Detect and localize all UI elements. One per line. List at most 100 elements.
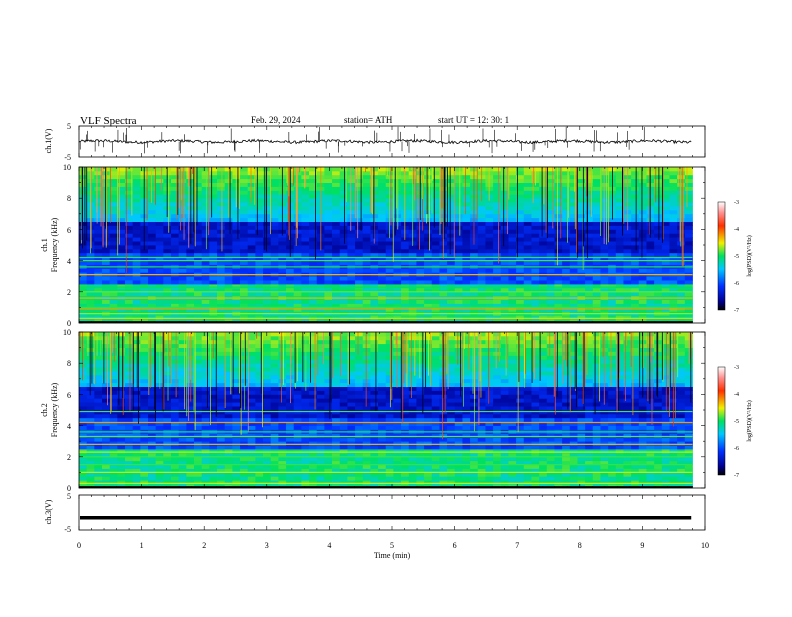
spectrogram-cell xyxy=(286,414,294,418)
spectrogram-cell xyxy=(370,268,378,272)
spectrogram-cell xyxy=(209,206,217,210)
spectrogram-cell xyxy=(340,214,348,218)
spectrogram-cell xyxy=(570,253,578,257)
spectrogram-cell xyxy=(248,292,256,296)
spectrogram-cell xyxy=(462,226,470,230)
spectrogram-cell xyxy=(347,418,355,422)
spectrogram-cell xyxy=(347,336,355,340)
spectrogram-cell xyxy=(87,414,95,418)
spectrogram-cell xyxy=(455,218,463,222)
spectrogram-cell xyxy=(110,187,118,191)
spectrogram-cell xyxy=(324,187,332,191)
spectrogram-cell xyxy=(685,206,693,210)
spectrogram-cell xyxy=(163,414,171,418)
spectrogram-cell xyxy=(217,465,225,469)
spectrogram-cell xyxy=(248,426,256,430)
spectrogram-cell xyxy=(455,210,463,214)
spectrogram-cell xyxy=(478,241,486,245)
spectrogram-cell xyxy=(225,332,233,336)
spectrogram-cell xyxy=(378,253,386,257)
spectrogram-cell xyxy=(554,276,562,280)
ch1-ytick-top: 5 xyxy=(67,122,71,131)
spectrogram-cell xyxy=(117,171,125,175)
spectrogram-cell xyxy=(309,402,317,406)
spectrogram-cell xyxy=(462,253,470,257)
spectrogram-cell xyxy=(110,179,118,183)
spectrogram-cell xyxy=(232,249,240,253)
spectrogram-cell xyxy=(286,261,294,265)
spectrogram-cell xyxy=(148,292,156,296)
spectrogram-cell xyxy=(140,355,148,359)
spectrogram-cell xyxy=(278,465,286,469)
spectrogram-cell xyxy=(363,198,371,202)
spectrogram-cell xyxy=(600,292,608,296)
spectrogram-cell xyxy=(186,280,194,284)
spectrogram-cell xyxy=(133,280,141,284)
spectrogram-cell xyxy=(171,371,179,375)
spectrogram-cell xyxy=(547,229,555,233)
spectrogram-cell xyxy=(140,292,148,296)
spectrogram-cell xyxy=(347,359,355,363)
spectrogram-cell xyxy=(646,276,654,280)
spectrogram-cell xyxy=(156,292,164,296)
spectrogram-cell xyxy=(225,418,233,422)
spectrogram-cell xyxy=(654,190,662,194)
spectrogram-cell xyxy=(386,276,394,280)
spectrogram-cell xyxy=(332,261,340,265)
spectrogram-cell xyxy=(156,406,164,410)
spectrogram-cell xyxy=(263,375,271,379)
spectrogram-cell xyxy=(140,300,148,304)
spectrogram-cell xyxy=(508,206,516,210)
spectrogram-cell xyxy=(202,280,210,284)
spectrogram-cell xyxy=(324,268,332,272)
spectrogram-cell xyxy=(209,300,217,304)
spectrogram-cell xyxy=(355,261,363,265)
spectrogram-cell xyxy=(501,253,509,257)
spectrogram-cell xyxy=(309,218,317,222)
spectrogram-cell xyxy=(432,226,440,230)
spectrogram-cell xyxy=(125,476,133,480)
spectrogram-cell xyxy=(639,190,647,194)
spectrogram-cell xyxy=(447,300,455,304)
spectrogram-cell xyxy=(608,253,616,257)
spectrogram-cell xyxy=(156,394,164,398)
spectrogram-cell xyxy=(600,222,608,226)
spectrogram-cell xyxy=(347,398,355,402)
spectrogram-cell xyxy=(202,406,210,410)
spectrogram-cell xyxy=(332,300,340,304)
spectrogram-cell xyxy=(248,379,256,383)
spectrogram-cell xyxy=(424,167,432,171)
spectrogram-cell xyxy=(301,426,309,430)
spectrogram-cell xyxy=(340,445,348,449)
spectrogram-cell xyxy=(416,300,424,304)
spectrogram-cell xyxy=(332,245,340,249)
spectrogram-cell xyxy=(278,391,286,395)
spectrogram-cell xyxy=(179,332,187,336)
spectrogram-cell xyxy=(217,253,225,257)
spectrogram-cell xyxy=(148,476,156,480)
spectrogram-cell xyxy=(110,233,118,237)
spectrogram-cell xyxy=(424,253,432,257)
spectrogram-cell xyxy=(631,249,639,253)
spectrogram-cell xyxy=(623,253,631,257)
spectrogram-cell xyxy=(240,183,248,187)
spectrogram-cell xyxy=(194,253,202,257)
spectrogram-cell xyxy=(340,465,348,469)
spectrogram-cell xyxy=(432,187,440,191)
spectrogram-cell xyxy=(186,348,194,352)
spectrogram-cell xyxy=(654,167,662,171)
spectrogram-cell xyxy=(117,276,125,280)
spectrogram-cell xyxy=(424,249,432,253)
spectrogram-cell xyxy=(355,426,363,430)
spectrogram-cell xyxy=(286,276,294,280)
spectrogram-cell xyxy=(102,249,110,253)
spectrogram-cell xyxy=(148,214,156,218)
spectrogram-cell xyxy=(317,253,325,257)
spectrogram-cell xyxy=(140,352,148,356)
spectrogram-cell xyxy=(87,355,95,359)
spectrogram-cell xyxy=(94,336,102,340)
spectrogram-cell xyxy=(301,261,309,265)
spectrogram-cell xyxy=(409,300,417,304)
spectrogram-cell xyxy=(278,359,286,363)
spectrogram-cell xyxy=(209,229,217,233)
